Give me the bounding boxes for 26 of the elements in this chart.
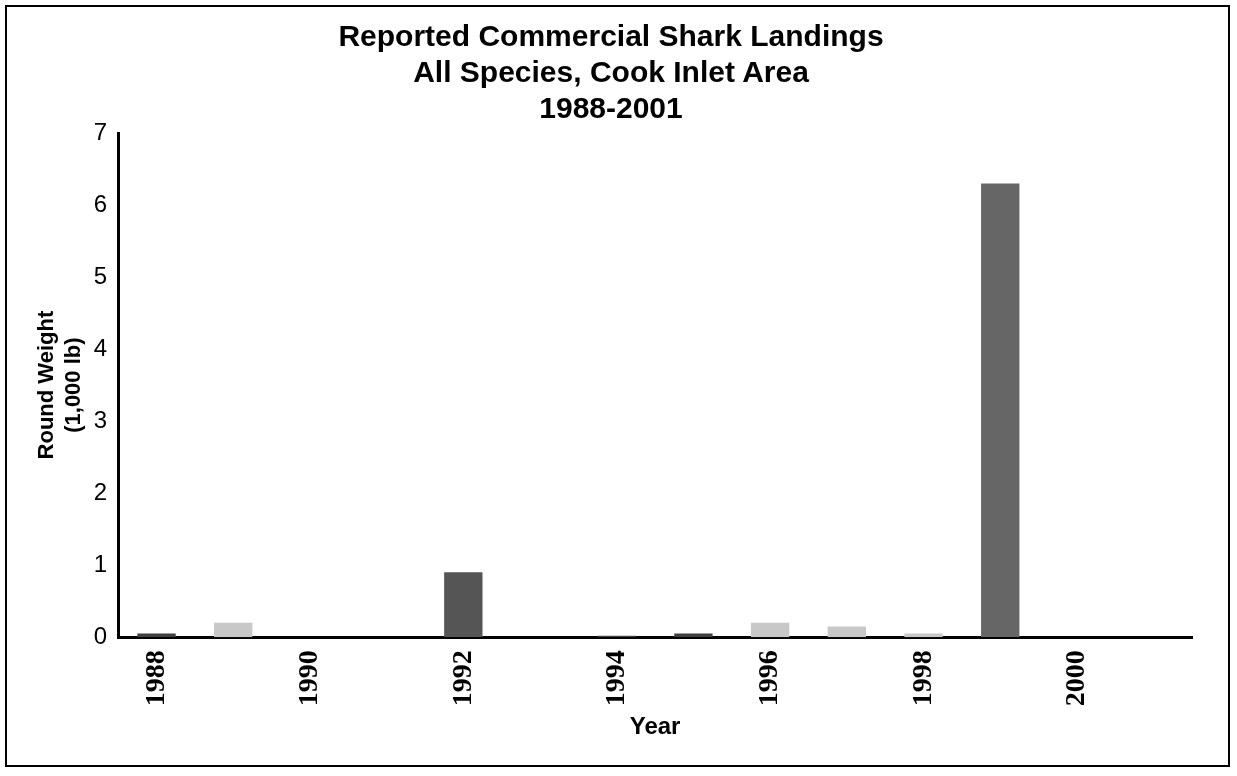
x-tick-label: 1994	[598, 650, 630, 707]
y-tick-label: 3	[93, 405, 108, 433]
y-tick-label: 7	[93, 117, 108, 145]
y-tick-label: 4	[93, 333, 108, 361]
x-tick-label: 1996	[752, 650, 784, 707]
x-tick-label: 2000	[1059, 650, 1091, 707]
x-tick-label: 1988	[138, 650, 170, 707]
bar	[214, 622, 253, 638]
y-tick-label: 6	[93, 189, 108, 217]
text: All Species, Cook Inlet Area	[413, 55, 809, 89]
y-tick-label: 2	[93, 477, 108, 505]
text: 1988-2001	[539, 91, 683, 125]
x-tick-label: 1998	[905, 650, 937, 707]
text: Round Weight	[33, 310, 59, 460]
x-tick-label: 1992	[445, 650, 477, 707]
x-axis-title: Year	[629, 712, 681, 740]
bar	[981, 183, 1020, 638]
y-tick-label: 1	[93, 549, 108, 577]
bar	[750, 622, 790, 638]
bar	[827, 626, 867, 638]
y-tick-label: 5	[93, 261, 108, 289]
x-tick-label: 1990	[292, 650, 324, 707]
y-tick-label: 0	[93, 621, 108, 649]
text: Reported Commercial Shark Landings	[338, 19, 884, 53]
text: (1,000 lb)	[59, 337, 85, 433]
bar	[444, 572, 483, 638]
